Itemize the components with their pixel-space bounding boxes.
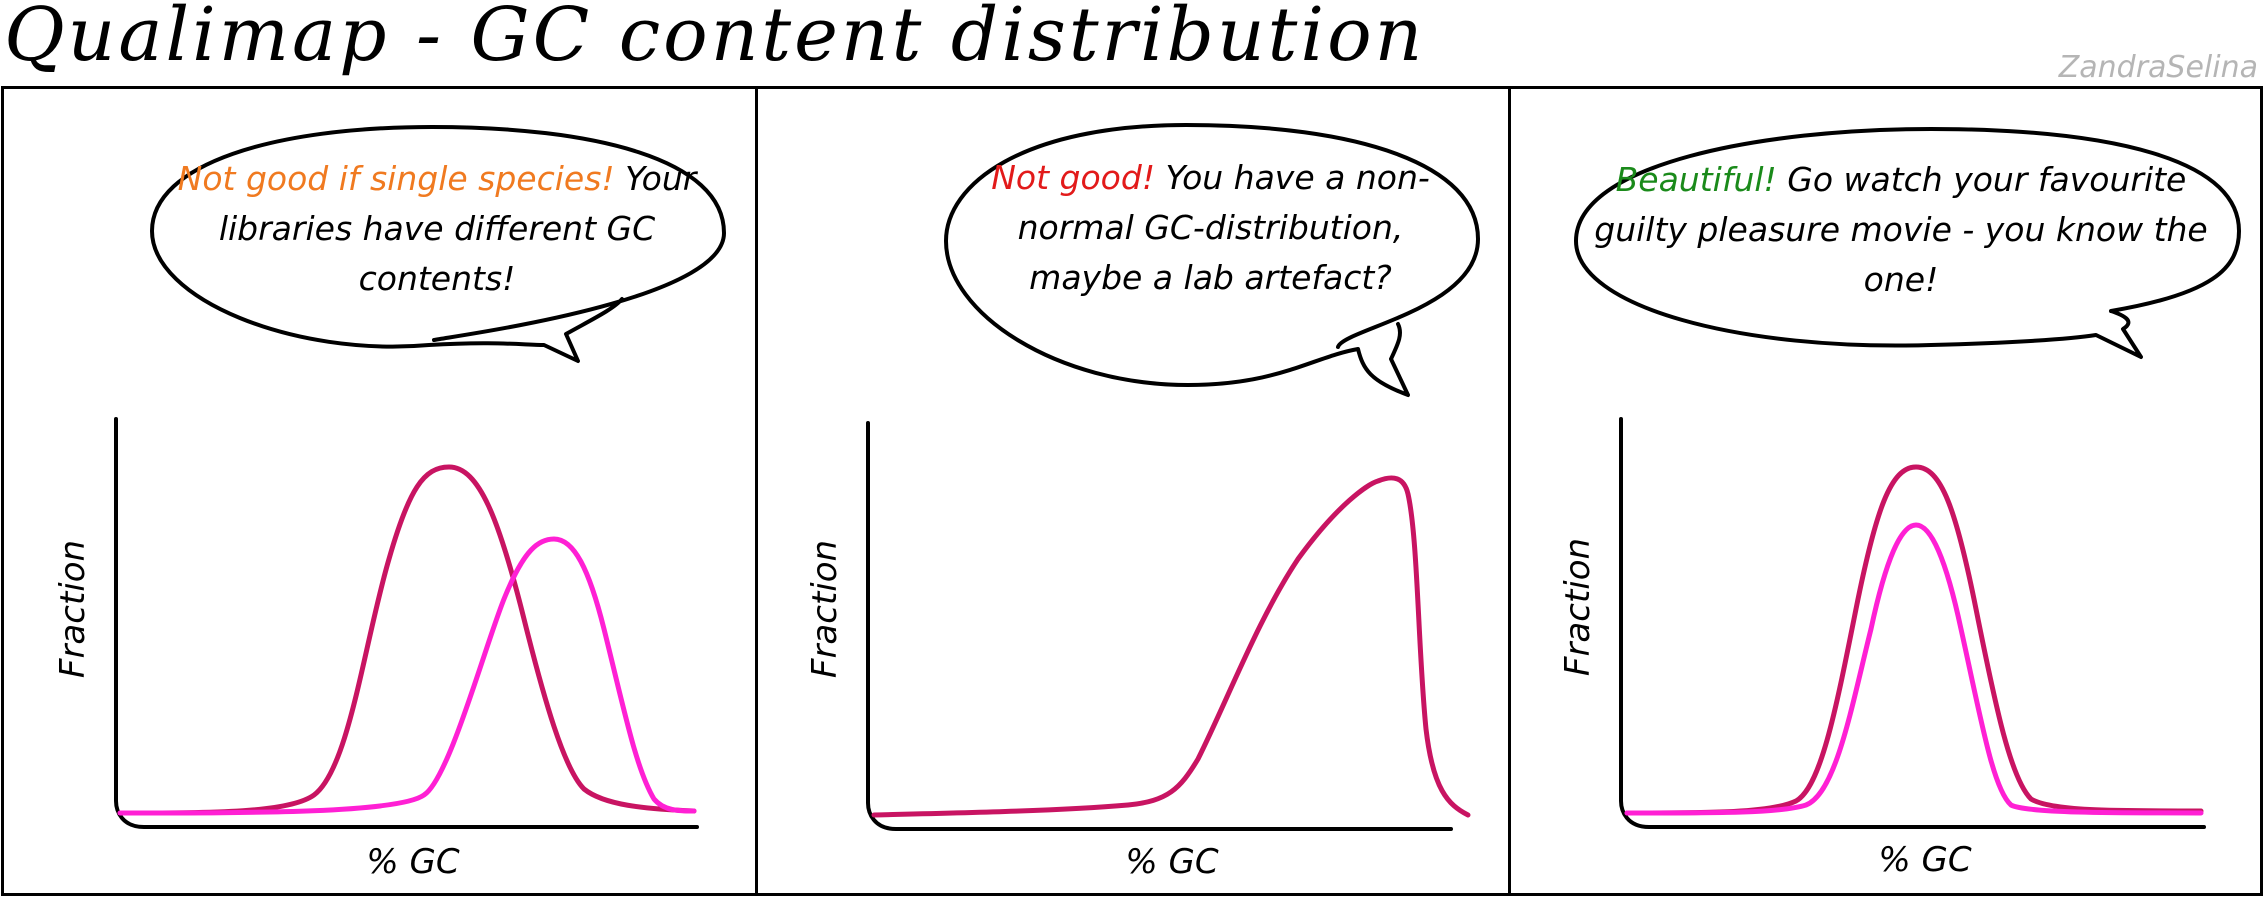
speech-text-2-body: You have a non-normal GC-distribution, m… [1017, 158, 1430, 297]
panel-3-drawing: % GC Fraction [1558, 127, 2241, 880]
speech-bubble-2 [944, 123, 1480, 397]
comic-panel-2: % GC Fraction Not good! You have a non-n… [755, 86, 1511, 896]
speech-text-3: Beautiful! Go watch your favourite guilt… [1581, 155, 2221, 305]
speech-bubble-1 [150, 125, 726, 363]
panel-3-curve-dark [1624, 464, 2204, 816]
speech-text-2: Not good! You have a non-normal GC-distr… [983, 153, 1438, 303]
panel-1-x-axis-label: % GC [366, 842, 459, 882]
panel-2-drawing: % GC Fraction [805, 123, 1480, 882]
panel-3-y-axis-label: Fraction [1558, 538, 1598, 676]
panel-2-x-axis-label: % GC [1125, 842, 1218, 882]
panel-2-curve [871, 475, 1471, 818]
speech-text-1: Not good if single species! Your librari… [172, 154, 702, 304]
panel-2-y-axis-label: Fraction [805, 540, 845, 678]
panel-2-x-axis [866, 421, 1453, 831]
comic-panel-1: % GC Fraction Not good if single species… [1, 86, 758, 896]
panel-3-x-axis [1619, 417, 2206, 829]
speech-text-2-highlight: Not good! [991, 158, 1156, 197]
speech-text-3-body: Go watch your favourite guilty pleasure … [1594, 160, 2208, 299]
speech-text-1-highlight: Not good if single species! [177, 159, 615, 198]
panel-1-y-axis-label: Fraction [53, 540, 93, 678]
speech-text-1-body: Your libraries have different GC content… [218, 159, 697, 298]
panel-1-drawing: % GC Fraction [53, 125, 726, 882]
panel-1-x-axis [114, 417, 699, 829]
panel-3-x-axis-label: % GC [1878, 840, 1971, 880]
comic-title: Qualimap - GC content distribution [4, 0, 1426, 78]
panel-3-curve-light [1624, 522, 2204, 816]
artist-signature: ZandraSelina [2058, 50, 2258, 85]
panel-1-curve-dark [117, 464, 697, 816]
comic-panel-3: % GC Fraction Beautiful! Go watch your f… [1508, 86, 2263, 896]
speech-text-3-highlight: Beautiful! [1615, 160, 1777, 199]
panel-1-curve-light [117, 536, 697, 816]
speech-bubble-3 [1574, 127, 2241, 359]
